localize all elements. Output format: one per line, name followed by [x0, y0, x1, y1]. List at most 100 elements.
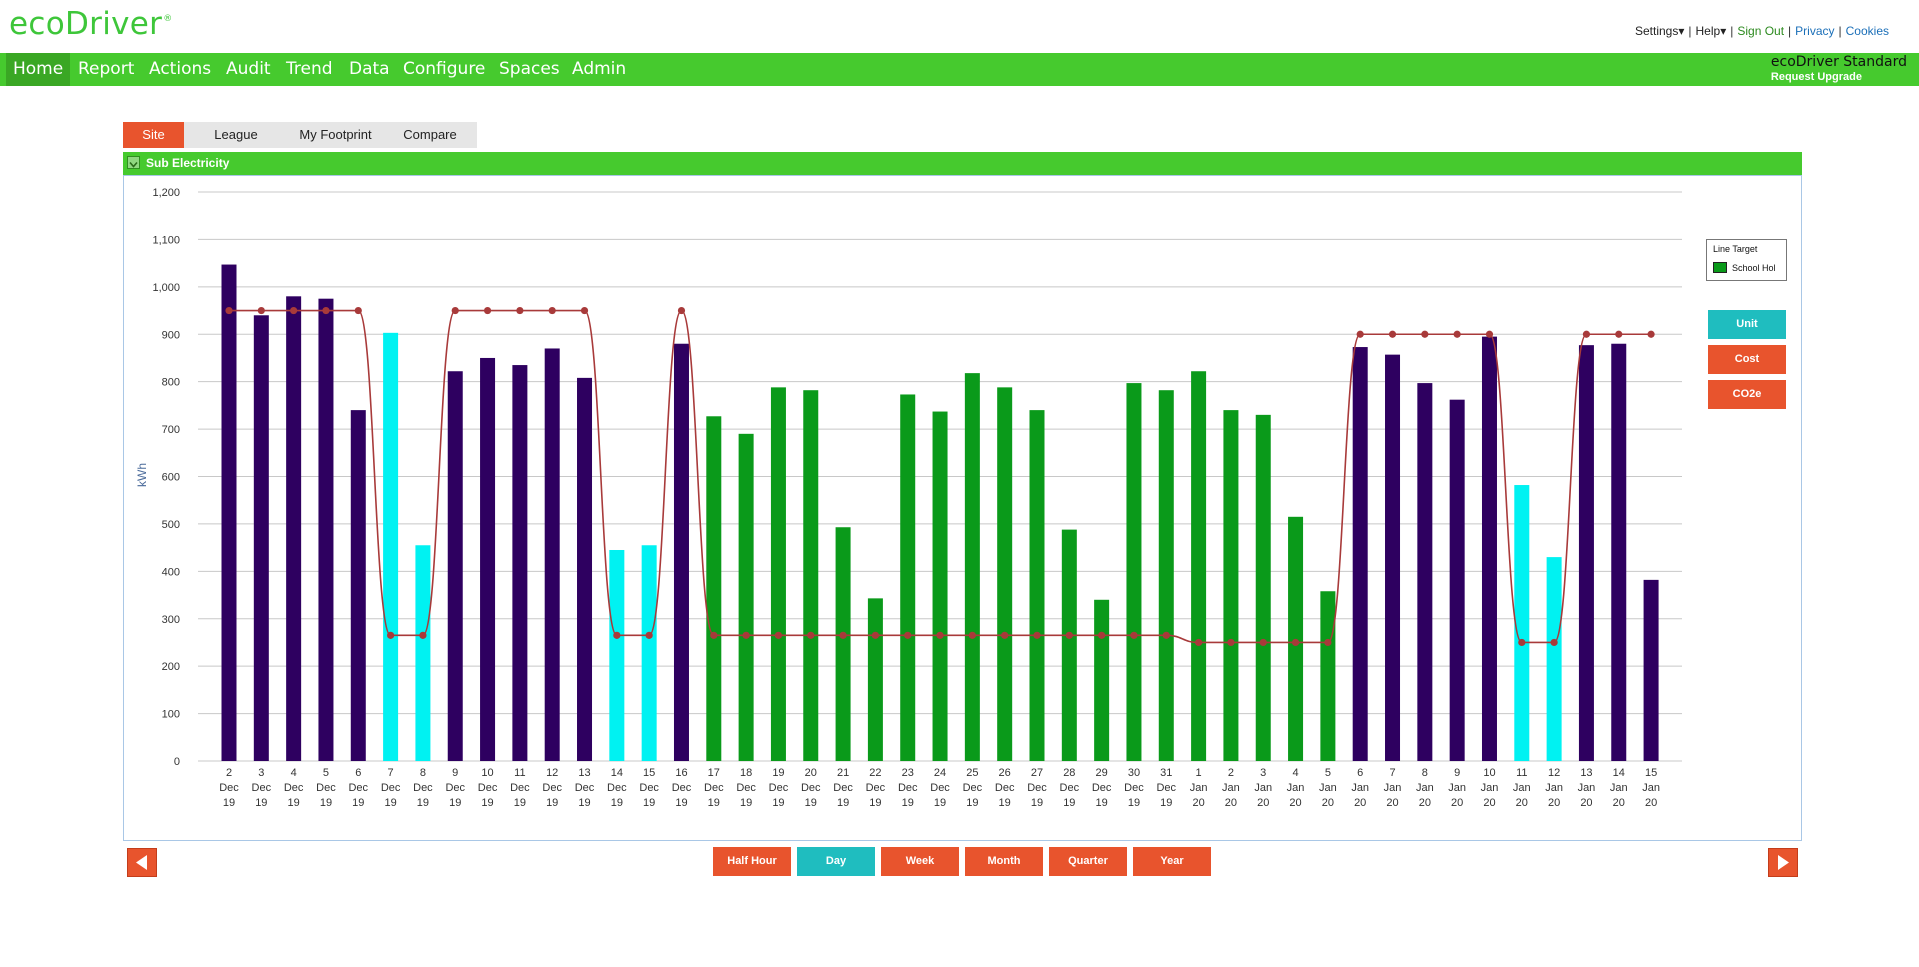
- nav-audit[interactable]: Audit: [226, 59, 271, 79]
- x-tick-labels: 2Dec193Dec194Dec195Dec196Dec197Dec198Dec…: [219, 767, 1660, 809]
- collapse-chevron-icon[interactable]: [127, 156, 140, 169]
- caret-down-icon: ▾: [1720, 24, 1727, 38]
- nav-actions[interactable]: Actions: [149, 59, 212, 79]
- x-tick-label: Jan: [1254, 782, 1272, 794]
- unit-button[interactable]: Unit: [1708, 310, 1786, 339]
- bar: [1578, 345, 1594, 761]
- x-tick-label: Jan: [1416, 782, 1434, 794]
- arrow-right-icon: [1778, 855, 1789, 870]
- tab-compare[interactable]: Compare: [403, 127, 457, 142]
- period-quarter-button[interactable]: Quarter: [1049, 847, 1127, 876]
- bar: [609, 549, 625, 761]
- plan-name: ecoDriver Standard: [1770, 54, 1907, 70]
- nav-admin[interactable]: Admin: [572, 59, 627, 79]
- request-upgrade-link[interactable]: Request Upgrade: [1770, 71, 1862, 83]
- target-point: [1453, 330, 1461, 338]
- nav-home[interactable]: Home: [6, 53, 71, 86]
- next-period-button[interactable]: [1768, 848, 1798, 877]
- target-point: [257, 306, 265, 315]
- x-tick-label: 19: [1160, 797, 1172, 809]
- x-tick-label: 24: [934, 767, 946, 779]
- bar: [221, 264, 237, 761]
- period-day-button[interactable]: Day: [797, 847, 875, 876]
- target-point: [936, 631, 944, 639]
- x-tick-label: 19: [1063, 797, 1075, 809]
- target-point: [1259, 638, 1267, 647]
- prev-period-button[interactable]: [127, 848, 157, 877]
- panel-header[interactable]: Sub Electricity: [123, 152, 1802, 175]
- tab-league[interactable]: League: [214, 127, 258, 142]
- target-point: [1227, 638, 1235, 647]
- x-tick-label: 19: [934, 797, 946, 809]
- x-tick-label: 7: [388, 767, 394, 779]
- target-point: [968, 631, 976, 639]
- nav-data[interactable]: Data: [349, 59, 390, 79]
- period-year-button[interactable]: Year: [1133, 847, 1211, 876]
- x-tick-label: Dec: [801, 782, 821, 794]
- x-tick-label: Jan: [1642, 782, 1660, 794]
- co2e-button[interactable]: CO2e: [1708, 380, 1786, 409]
- bar: [964, 373, 980, 761]
- consumption-chart: 0 100 200 300 400 500 600 700 800 900 1,000 1,100 1,…: [135, 187, 1682, 809]
- tab-my-footprint[interactable]: My Footprint: [299, 127, 372, 142]
- period-week-button[interactable]: Week: [881, 847, 959, 876]
- x-tick-label: Dec: [445, 782, 465, 794]
- x-tick-label: Dec: [348, 782, 368, 794]
- privacy-link[interactable]: Privacy: [1795, 24, 1835, 38]
- sign-out-link[interactable]: Sign Out: [1737, 24, 1785, 38]
- target-point: [1324, 638, 1332, 647]
- x-tick-label: 20: [1548, 797, 1560, 809]
- bar: [1255, 414, 1271, 761]
- nav-trend[interactable]: Trend: [286, 59, 333, 79]
- settings-menu[interactable]: Settings▾: [1635, 24, 1684, 38]
- target-point: [322, 306, 330, 315]
- x-tick-label: 12: [1548, 767, 1560, 779]
- x-tick-label: Jan: [1448, 782, 1466, 794]
- nav-configure[interactable]: Configure: [403, 59, 486, 79]
- logo-mark: ®: [163, 14, 173, 24]
- target-point: [839, 631, 847, 639]
- x-tick-label: 19: [643, 797, 655, 809]
- x-tick-label: Jan: [1513, 782, 1531, 794]
- period-half-hour-button[interactable]: Half Hour: [713, 847, 791, 876]
- x-tick-label: 19: [1128, 797, 1140, 809]
- bar: [1094, 599, 1110, 761]
- settings-label: Settings: [1634, 24, 1679, 38]
- cookies-link[interactable]: Cookies: [1845, 24, 1889, 38]
- x-tick-label: 20: [1580, 797, 1592, 809]
- x-tick-label: Dec: [930, 782, 950, 794]
- x-tick-label: 19: [384, 797, 396, 809]
- tab-site[interactable]: Site: [123, 122, 184, 148]
- y-tick-label: 300: [162, 614, 180, 626]
- x-tick-label: 19: [611, 797, 623, 809]
- x-tick-label: Jan: [1578, 782, 1596, 794]
- x-tick-label: 3: [1260, 767, 1266, 779]
- period-month-button[interactable]: Month: [965, 847, 1043, 876]
- bar: [350, 410, 366, 761]
- help-menu[interactable]: Help▾: [1696, 24, 1727, 38]
- bar: [706, 416, 722, 761]
- bar: [803, 390, 819, 761]
- bar: [415, 545, 431, 761]
- cost-button[interactable]: Cost: [1708, 345, 1786, 374]
- divider: |: [1838, 24, 1842, 38]
- divider: |: [1730, 24, 1734, 38]
- x-tick-label: 22: [869, 767, 881, 779]
- legend-target: Line Target: [1713, 244, 1757, 254]
- x-tick-label: Dec: [704, 782, 724, 794]
- bar: [867, 598, 883, 761]
- bar: [577, 377, 593, 761]
- app-logo[interactable]: ecoDriver®: [9, 6, 172, 42]
- x-tick-label: 19: [578, 797, 590, 809]
- help-label: Help: [1695, 24, 1721, 38]
- x-tick-label: Dec: [1027, 782, 1047, 794]
- target-point: [1421, 330, 1429, 338]
- x-tick-label: Dec: [736, 782, 756, 794]
- x-tick-label: Jan: [1610, 782, 1628, 794]
- nav-spaces[interactable]: Spaces: [499, 59, 560, 79]
- target-point: [387, 631, 395, 639]
- nav-report[interactable]: Report: [78, 59, 135, 79]
- logo-text: ecoDriver: [9, 6, 163, 42]
- y-tick-label: 900: [162, 329, 180, 341]
- target-point: [1388, 330, 1397, 338]
